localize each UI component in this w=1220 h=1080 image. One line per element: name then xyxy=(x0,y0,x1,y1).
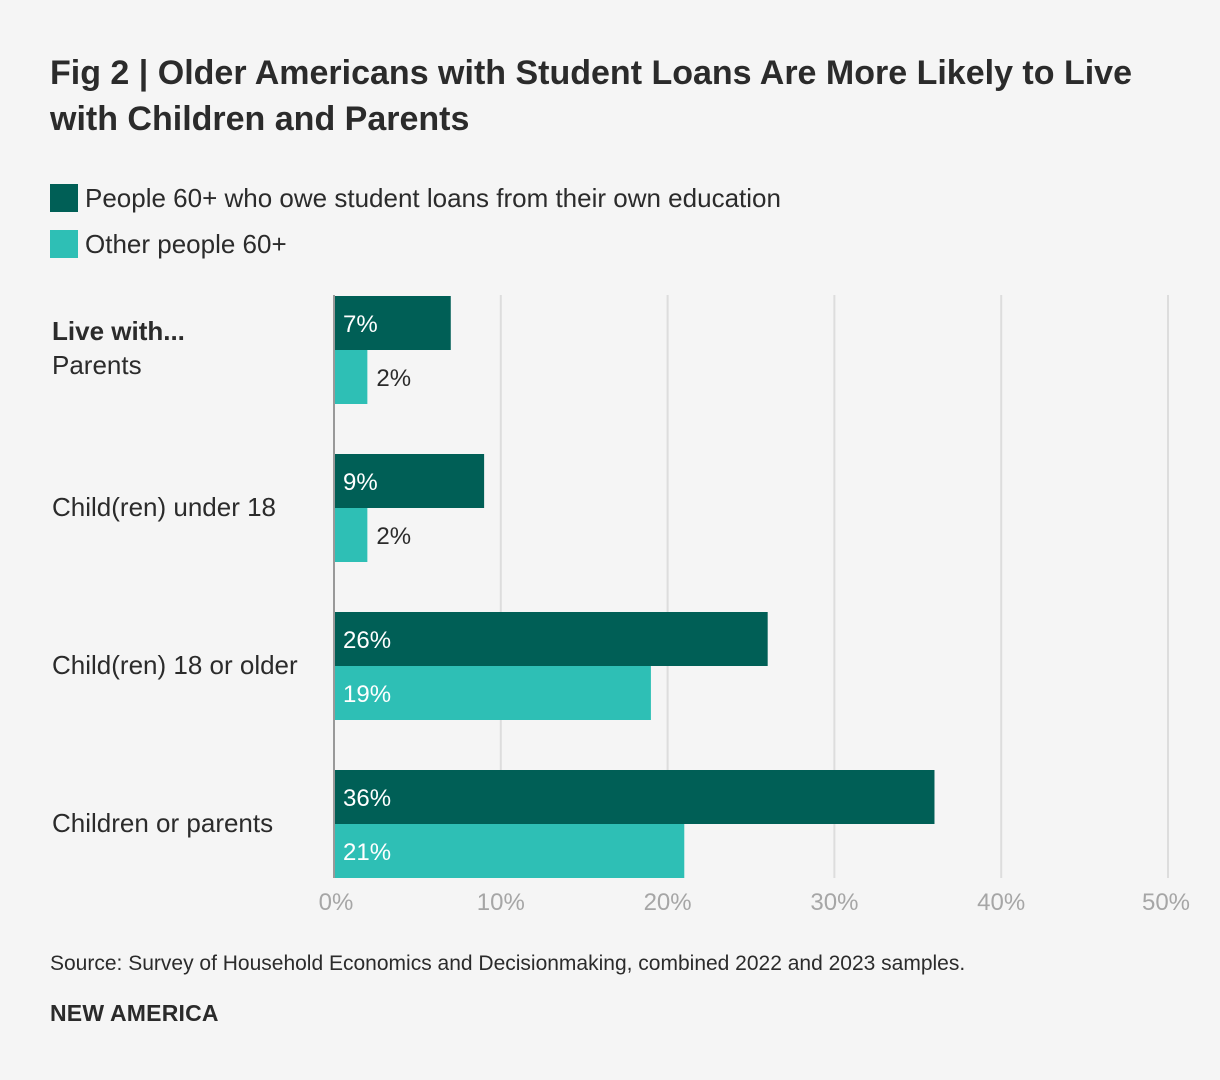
bar xyxy=(334,666,651,720)
bar xyxy=(334,824,685,878)
category-label-under-18: Child(ren) under 18 xyxy=(52,492,277,522)
chart-title: Fig 2 | Older Americans with Student Loa… xyxy=(50,54,1132,138)
legend-item-other: Other people 60+ xyxy=(50,228,781,260)
bar-value-label: 21% xyxy=(343,839,391,866)
bar xyxy=(334,296,451,350)
bar-value-label: 9% xyxy=(343,469,378,496)
bar xyxy=(334,770,935,824)
bar xyxy=(334,508,368,562)
category-heading: Live with... xyxy=(52,316,185,346)
bar-value-label: 19% xyxy=(343,681,391,708)
x-tick-label: 30% xyxy=(810,889,858,916)
legend-label-other: Other people 60+ xyxy=(85,228,287,259)
bar-value-label: 2% xyxy=(376,523,411,550)
x-tick-label: 40% xyxy=(977,889,1025,916)
x-tick-label: 20% xyxy=(644,889,692,916)
label-layer: 7% 2% 9% 2% 26% 19% 36% 21% xyxy=(343,311,411,866)
legend-item-loans: People 60+ who owe student loans from th… xyxy=(50,182,781,214)
bar-value-label: 36% xyxy=(343,785,391,812)
category-label-parents: Parents xyxy=(52,350,142,380)
x-tick-label: 50% xyxy=(1142,889,1190,916)
tick-layer: 0% 10% 20% 30% 40% 50% xyxy=(319,295,1190,916)
brand-logo-text: NEW AMERICA xyxy=(50,1000,219,1026)
bar-layer xyxy=(334,296,935,878)
category-label-children-or-parents: Children or parents xyxy=(52,808,274,838)
bar-value-label: 2% xyxy=(376,365,411,392)
bar-value-label: 7% xyxy=(343,311,378,338)
bar xyxy=(334,612,768,666)
legend: People 60+ who owe student loans from th… xyxy=(50,182,781,274)
source-note: Source: Survey of Household Economics an… xyxy=(50,952,966,975)
legend-label-loans: People 60+ who owe student loans from th… xyxy=(85,182,781,213)
legend-swatch-loans xyxy=(50,184,78,212)
bar-value-label: 26% xyxy=(343,627,391,654)
x-tick-label: 0% xyxy=(319,889,354,916)
bar-chart: 7% 2% 9% 2% 26% 19% 36% 21% 0% 10% 20% 30% 40% 50% xyxy=(319,295,1190,916)
category-label-18-older: Child(ren) 18 or older xyxy=(52,650,298,680)
legend-swatch-other xyxy=(50,230,78,258)
bar xyxy=(334,454,485,508)
x-tick-label: 10% xyxy=(477,889,525,916)
bar xyxy=(334,350,368,404)
